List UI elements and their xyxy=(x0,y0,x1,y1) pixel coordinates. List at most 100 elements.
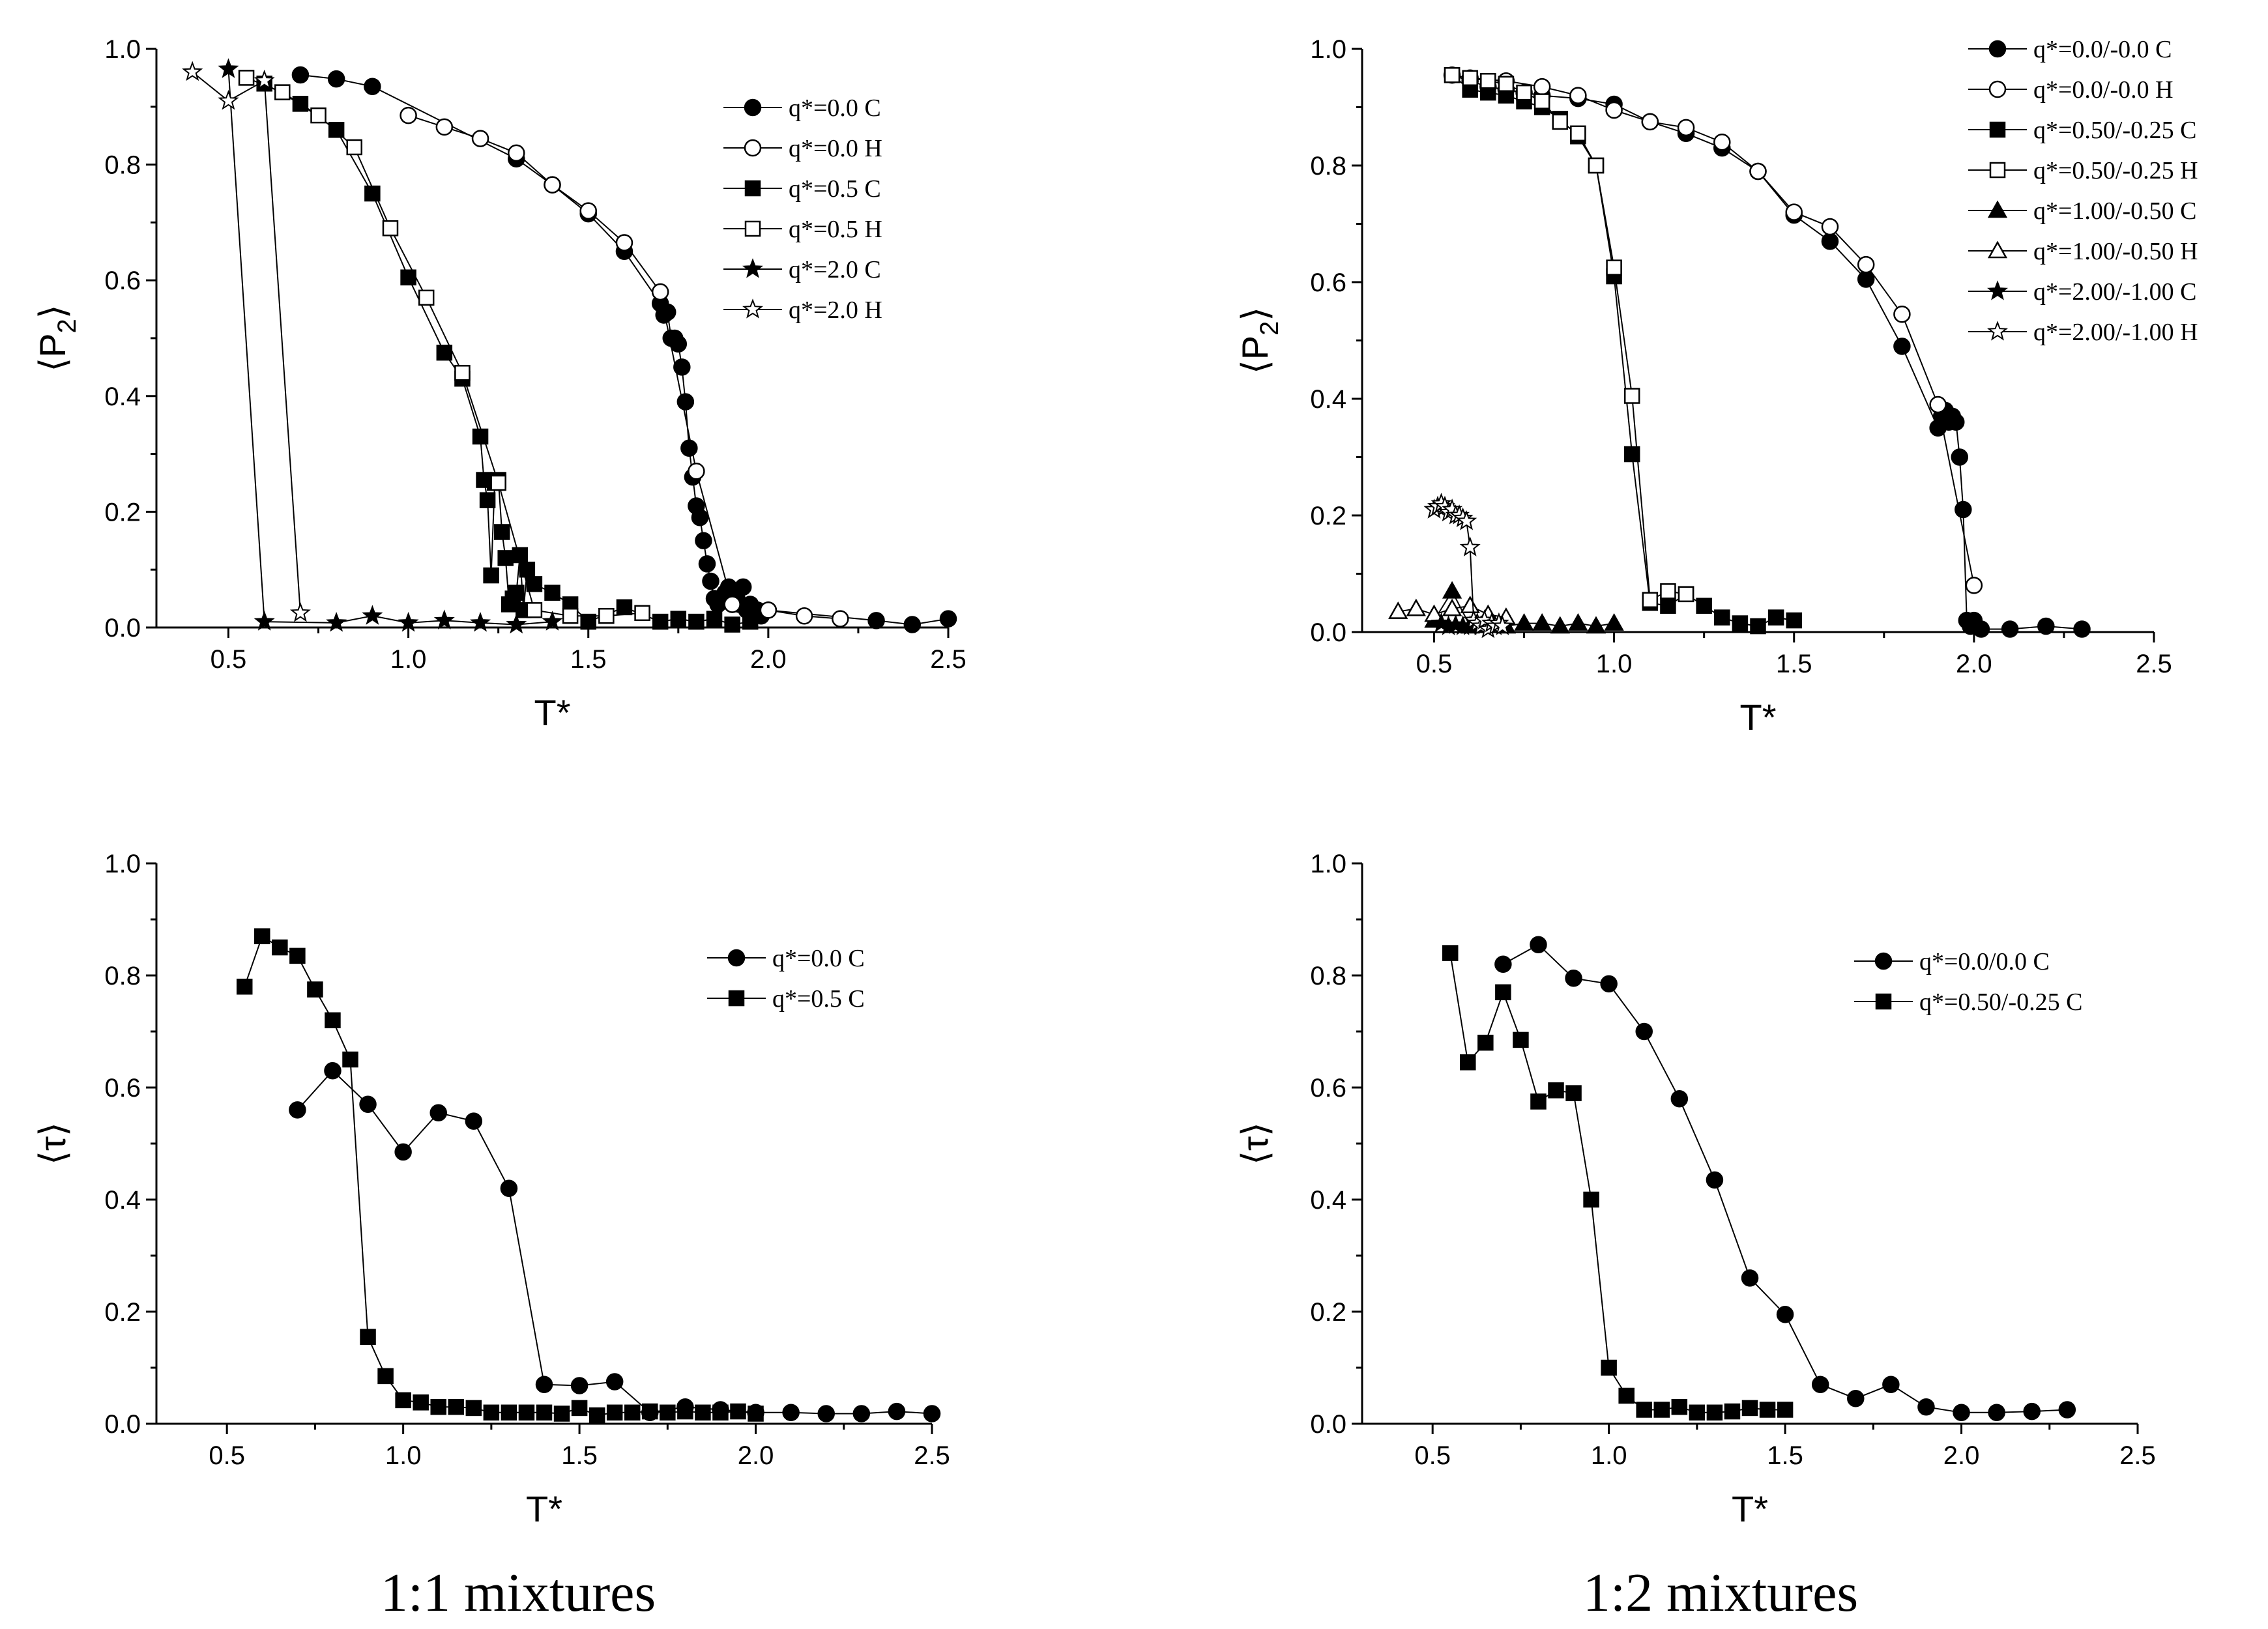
data-point xyxy=(360,1329,376,1345)
data-point xyxy=(1516,84,1532,101)
y-tick-label: 0.6 xyxy=(1310,268,1346,297)
data-point xyxy=(1706,1404,1723,1421)
data-point xyxy=(2001,620,2019,638)
y-tick-label: 1.0 xyxy=(104,850,141,878)
data-point xyxy=(782,1404,800,1422)
data-point xyxy=(500,1179,518,1198)
data-point xyxy=(1696,598,1712,614)
series-line xyxy=(408,115,841,620)
x-tick-label: 0.5 xyxy=(1416,650,1453,678)
data-point xyxy=(1618,1387,1635,1404)
data-point xyxy=(254,611,275,631)
data-point xyxy=(1406,598,1426,616)
legend-label: q*=1.00/-0.50 H xyxy=(2033,238,2198,265)
x-tick-label: 1.5 xyxy=(1776,650,1812,678)
data-point xyxy=(680,439,698,457)
data-point xyxy=(1660,598,1676,614)
data-point xyxy=(1671,1398,1688,1415)
data-point xyxy=(236,978,253,995)
data-point xyxy=(1495,984,1511,1001)
data-point xyxy=(1532,613,1552,631)
legend-entry: q*=0.0/0.0 C xyxy=(1854,948,2050,975)
data-point xyxy=(324,1061,342,1080)
legend-entry: q*=1.00/-0.50 H xyxy=(1968,238,2198,265)
data-point xyxy=(436,344,453,361)
data-point xyxy=(1480,72,1496,89)
y-tick-label: 0.4 xyxy=(104,382,141,411)
legend-label: q*=0.0/0.0 C xyxy=(1919,948,2050,975)
data-point xyxy=(677,1403,693,1420)
y-tick-label: 0.6 xyxy=(104,267,141,295)
data-point xyxy=(1947,413,1965,431)
data-point xyxy=(508,584,525,601)
series-3 xyxy=(1444,67,1802,635)
data-point xyxy=(1677,119,1695,137)
data-point xyxy=(712,1404,729,1421)
data-point xyxy=(1588,157,1605,174)
data-point xyxy=(1477,1034,1494,1051)
data-point xyxy=(888,1402,906,1420)
data-point xyxy=(364,78,381,95)
y-tick-label: 0.4 xyxy=(104,1186,141,1215)
data-point xyxy=(1741,1269,1759,1287)
series-1 xyxy=(289,1061,941,1422)
legend-label: q*=0.50/-0.25 C xyxy=(2033,117,2197,144)
x-tick-label: 1.0 xyxy=(390,645,427,674)
data-point xyxy=(1456,510,1477,530)
data-point xyxy=(658,303,676,321)
legend-entry: q*=0.5 H xyxy=(723,216,882,243)
data-point xyxy=(570,1377,589,1394)
data-point xyxy=(526,602,543,618)
legend-marker xyxy=(744,220,761,237)
x-tick-label: 2.5 xyxy=(930,645,967,674)
data-point xyxy=(1917,1398,1935,1416)
series-1 xyxy=(1443,66,2091,638)
legend-entry: q*=0.0 C xyxy=(707,945,865,972)
data-point xyxy=(1767,609,1784,626)
data-point xyxy=(2058,1401,2076,1419)
x-axis-label: T* xyxy=(1740,697,1777,738)
data-point xyxy=(651,283,669,301)
data-point xyxy=(1965,577,1983,594)
data-point xyxy=(1857,255,1875,274)
data-point xyxy=(1821,218,1839,236)
y-tick-label: 0.8 xyxy=(1310,962,1346,990)
data-point xyxy=(1847,1390,1865,1407)
data-point xyxy=(430,1398,446,1415)
data-point xyxy=(1653,1402,1670,1418)
data-point xyxy=(359,1095,377,1114)
data-point xyxy=(413,1394,429,1411)
data-point xyxy=(1741,1400,1758,1417)
data-point xyxy=(642,1403,658,1420)
data-point xyxy=(748,1406,764,1422)
data-point xyxy=(852,1405,871,1422)
y-tick-label: 0.8 xyxy=(104,151,141,180)
legend-entry: q*=2.0 H xyxy=(723,296,882,324)
data-point xyxy=(1492,615,1513,635)
x-axis-label: T* xyxy=(526,1488,562,1529)
data-point xyxy=(465,1400,482,1417)
data-point xyxy=(1857,270,1875,288)
series-line xyxy=(1451,74,1794,627)
data-point xyxy=(289,601,311,622)
data-point xyxy=(1732,615,1749,631)
data-point xyxy=(1893,305,1911,323)
data-point xyxy=(759,601,778,619)
data-point xyxy=(1689,1404,1706,1421)
legend-marker xyxy=(1988,80,2007,98)
y-tick-label: 0.2 xyxy=(1310,502,1346,530)
legend-marker xyxy=(1989,121,2006,138)
caption-right: 1:2 mixtures xyxy=(1583,1563,1858,1623)
legend-label: q*=0.50/-0.25 H xyxy=(2033,157,2198,184)
caption-left: 1:1 mixtures xyxy=(381,1563,656,1623)
data-point xyxy=(1821,233,1839,250)
data-point xyxy=(606,1404,623,1421)
data-point xyxy=(398,612,419,632)
data-point xyxy=(1550,616,1570,634)
data-point xyxy=(1513,1031,1529,1048)
data-point xyxy=(817,1405,835,1422)
x-tick-label: 1.0 xyxy=(1591,1441,1627,1470)
data-point xyxy=(328,122,345,138)
data-point xyxy=(326,612,347,632)
series-line xyxy=(264,83,751,626)
